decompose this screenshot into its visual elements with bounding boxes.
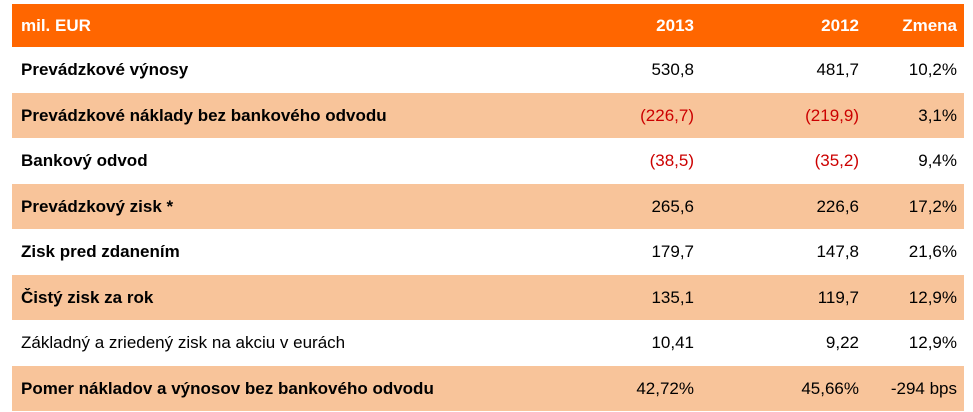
table-body: Prevádzkové výnosy 530,8 481,7 10,2% Prevádz… xyxy=(12,48,964,412)
row-label: Prevádzkové náklady bez bankového odvodu xyxy=(21,105,387,125)
value-change: 12,9% xyxy=(908,287,957,307)
value-2013: 135,1 xyxy=(651,287,694,307)
value-change: 12,9% xyxy=(908,333,957,352)
value-2013: 42,72% xyxy=(636,378,694,398)
value-2013: (226,7) xyxy=(640,105,694,125)
value-2013: 179,7 xyxy=(651,242,694,261)
row-label: Prevádzkové výnosy xyxy=(21,60,189,79)
value-change: 17,2% xyxy=(908,196,957,216)
value-2013: 10,41 xyxy=(651,333,694,352)
header-year-2013: 2013 xyxy=(656,15,694,35)
row-cost-income-ratio: Pomer nákladov a výnosov bez bankového o… xyxy=(12,366,964,412)
header-unit: mil. EUR xyxy=(21,15,91,35)
row-label: Zisk pred zdanením xyxy=(21,242,180,261)
row-profit-before-tax: Zisk pred zdanením 179,7 147,8 21,6% xyxy=(12,230,964,275)
row-label: Pomer nákladov a výnosov bez bankového o… xyxy=(21,378,434,398)
value-change: 3,1% xyxy=(918,105,957,125)
row-bank-levy: Bankový odvod (38,5) (35,2) 9,4% xyxy=(12,139,964,184)
row-operating-profit: Prevádzkový zisk * 265,6 226,6 17,2% xyxy=(12,184,964,230)
row-eps: Základný a zriedený zisk na akciu v eurá… xyxy=(12,321,964,366)
value-2013: 530,8 xyxy=(651,60,694,79)
value-2012: 45,66% xyxy=(801,378,859,398)
value-2012: 481,7 xyxy=(816,60,859,79)
row-operating-income: Prevádzkové výnosy 530,8 481,7 10,2% xyxy=(12,48,964,93)
header-year-2012: 2012 xyxy=(821,15,859,35)
financial-results-table: mil. EUR 2013 2012 Zmena Prevádzkové výn… xyxy=(12,4,964,412)
value-2012: 147,8 xyxy=(816,242,859,261)
value-2012: 9,22 xyxy=(825,333,859,352)
row-label: Prevádzkový zisk * xyxy=(21,196,174,216)
value-2012: (219,9) xyxy=(805,105,859,125)
value-change: 10,2% xyxy=(908,60,957,79)
value-2013: 265,6 xyxy=(651,196,694,216)
table-header-row: mil. EUR 2013 2012 Zmena xyxy=(12,4,964,48)
value-2012: 119,7 xyxy=(817,287,859,307)
value-change: 9,4% xyxy=(918,151,957,170)
value-2012: (35,2) xyxy=(814,151,859,170)
row-net-profit: Čistý zisk za rok 135,1 119,7 12,9% xyxy=(12,275,964,321)
value-change: -294 bps xyxy=(890,378,957,398)
row-label: Základný a zriedený zisk na akciu v eurá… xyxy=(21,333,346,352)
header-change: Zmena xyxy=(902,15,957,35)
row-label: Čistý zisk za rok xyxy=(21,287,154,307)
row-operating-costs: Prevádzkové náklady bez bankového odvodu… xyxy=(12,93,964,139)
value-change: 21,6% xyxy=(908,242,957,261)
value-2013: (38,5) xyxy=(649,151,694,170)
value-2012: 226,6 xyxy=(816,196,859,216)
row-label: Bankový odvod xyxy=(21,151,148,170)
